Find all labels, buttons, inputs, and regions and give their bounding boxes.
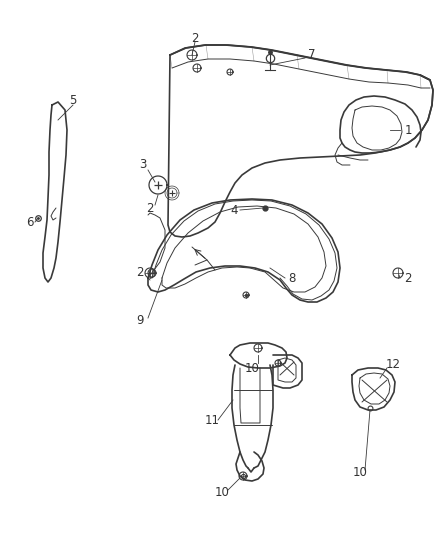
Text: 9: 9	[136, 313, 144, 327]
Text: 10: 10	[215, 486, 230, 498]
Text: 7: 7	[308, 49, 316, 61]
Text: 10: 10	[244, 361, 259, 375]
Text: 12: 12	[385, 359, 400, 372]
Text: 10: 10	[353, 465, 367, 479]
Text: 1: 1	[404, 124, 412, 136]
Text: 2: 2	[136, 265, 144, 279]
Text: 4: 4	[230, 204, 238, 216]
Text: 3: 3	[139, 158, 147, 172]
Text: 5: 5	[69, 93, 77, 107]
Text: 6: 6	[26, 215, 34, 229]
Text: 11: 11	[205, 414, 219, 426]
Text: 2: 2	[404, 271, 412, 285]
Text: 2: 2	[146, 201, 154, 214]
Text: 2: 2	[191, 31, 199, 44]
Text: 8: 8	[288, 271, 296, 285]
